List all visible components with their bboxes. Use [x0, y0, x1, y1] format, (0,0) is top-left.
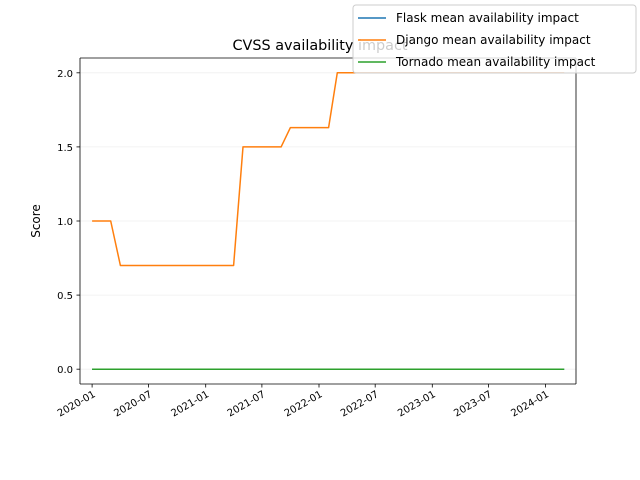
legend-box	[352, 4, 637, 74]
series-line-1	[92, 72, 565, 267]
legend: Flask mean availability impact Django mea…	[352, 4, 637, 74]
legend-label: Django mean availability impact	[396, 33, 591, 47]
legend-label: Tornado mean availability impact	[395, 55, 596, 69]
y-tick-label: 0.5	[57, 291, 73, 302]
y-axis-ticks: 0.0 0.5 1.0 1.5 2.0	[57, 69, 80, 376]
series-lines	[92, 72, 565, 370]
y-tick-label: 1.0	[57, 217, 73, 228]
plot-background	[80, 58, 576, 384]
y-axis-label: Score	[29, 204, 43, 238]
y-tick-label: 1.5	[57, 143, 73, 154]
plot-area: 0.00.51.01.52.0 2020-01 2020-07 2021-01 202…	[56, 57, 577, 419]
y-tick-label: 0.0	[57, 365, 73, 376]
y-tick-label: 2.0	[57, 69, 73, 80]
legend-label: Flask mean availability impact	[396, 11, 579, 25]
